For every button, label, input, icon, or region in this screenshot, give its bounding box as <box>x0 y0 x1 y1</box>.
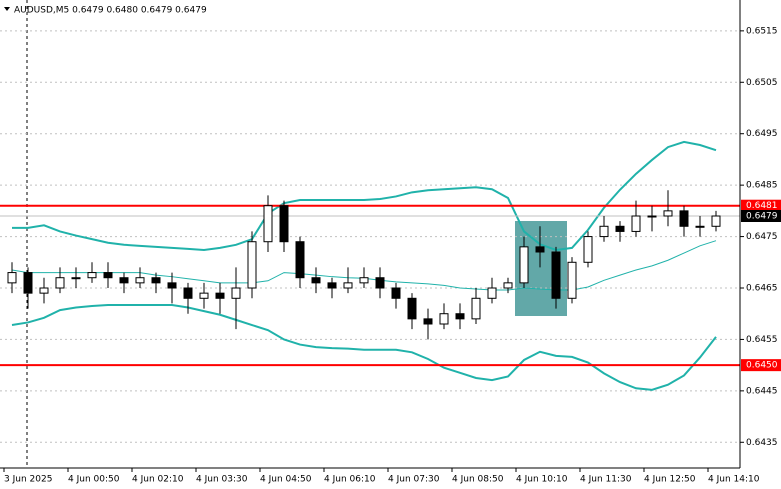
candle-body <box>215 292 225 299</box>
candle-body <box>359 277 369 284</box>
candle-body <box>263 205 273 243</box>
candle-body <box>39 287 49 294</box>
candle-body <box>711 215 721 227</box>
x-tick-label: 4 Jun 03:30 <box>196 475 248 485</box>
band-line <box>12 140 717 251</box>
y-tick-label: 0.6515 <box>746 26 778 36</box>
candle-body <box>695 225 705 228</box>
y-tick-label: 0.6435 <box>746 438 778 448</box>
candle-body <box>247 241 257 289</box>
candle-body <box>231 287 241 299</box>
x-tick-label: 4 Jun 12:50 <box>644 475 696 485</box>
candle-body <box>663 210 673 217</box>
candle-body <box>471 297 481 320</box>
candle-body <box>327 282 337 289</box>
y-tick-label: 0.6495 <box>746 129 778 139</box>
candle-body <box>583 236 593 263</box>
candle-body <box>647 215 657 218</box>
band-line <box>11 303 717 391</box>
level-label-box <box>741 359 781 372</box>
candle-body <box>551 251 561 299</box>
candle-body <box>55 277 65 289</box>
candle-body <box>295 241 305 279</box>
x-tick-label: 4 Jun 04:50 <box>260 475 312 485</box>
x-tick-label: 4 Jun 02:10 <box>132 475 184 485</box>
candle-body <box>375 277 385 289</box>
level-label: 0.6481 <box>746 201 778 211</box>
candle-body <box>7 272 17 284</box>
candle-body <box>71 277 81 280</box>
candle-body <box>135 277 145 284</box>
candle-body <box>391 287 401 299</box>
x-tick-label: 4 Jun 07:30 <box>388 475 440 485</box>
x-tick-label: 4 Jun 14:10 <box>708 475 760 485</box>
x-tick-label: 4 Jun 00:50 <box>68 475 120 485</box>
plot: 0.6515 0.6505 0.6495 0.6485 0.6475 0.6465 0.64… <box>0 26 781 485</box>
level-label-box <box>741 199 781 212</box>
candle-body <box>23 272 33 294</box>
level-label: 0.6450 <box>746 361 778 371</box>
candle-body <box>119 277 129 284</box>
candle-body <box>567 261 577 299</box>
x-tick-label: 4 Jun 10:10 <box>516 475 568 485</box>
candle-body <box>423 318 433 325</box>
x-tick-label: 4 Jun 08:50 <box>452 475 504 485</box>
candle-body <box>679 210 689 227</box>
y-tick-label: 0.6465 <box>746 284 778 294</box>
chart-title: AUDUSD,M5 0.6479 0.6480 0.6479 0.6479 <box>14 6 207 16</box>
candle-body <box>519 246 529 284</box>
candle-body <box>599 225 609 238</box>
candle-body <box>615 225 625 232</box>
candle-body <box>87 272 97 279</box>
candle-body <box>311 277 321 284</box>
y-tick-label: 0.6445 <box>746 386 778 396</box>
candle-body <box>151 277 161 284</box>
last-price-label: 0.6479 <box>746 212 778 222</box>
candle-body <box>279 205 289 243</box>
candle-body <box>439 313 449 325</box>
candle-body <box>407 297 417 320</box>
y-tick-label: 0.6505 <box>746 78 778 88</box>
candle-body <box>631 215 641 232</box>
y-tick-label: 0.6455 <box>746 335 778 345</box>
candle-body <box>103 272 113 279</box>
x-tick-label: 3 Jun 2025 <box>4 475 52 485</box>
candle-body <box>183 287 193 299</box>
candle-body <box>455 313 465 320</box>
menu-arrow[interactable] <box>4 7 10 11</box>
candle-body <box>343 282 353 289</box>
candle-body <box>199 292 209 299</box>
x-tick-label: 4 Jun 06:10 <box>324 475 376 485</box>
y-tick-label: 0.6475 <box>746 232 778 242</box>
candle-body <box>167 282 177 289</box>
last-price-label-box <box>741 210 781 222</box>
x-tick-label: 4 Jun 11:30 <box>580 475 632 485</box>
candle-body <box>535 246 545 253</box>
y-tick-label: 0.6485 <box>746 181 778 191</box>
candle-body <box>503 282 513 289</box>
candle-body <box>487 287 497 299</box>
